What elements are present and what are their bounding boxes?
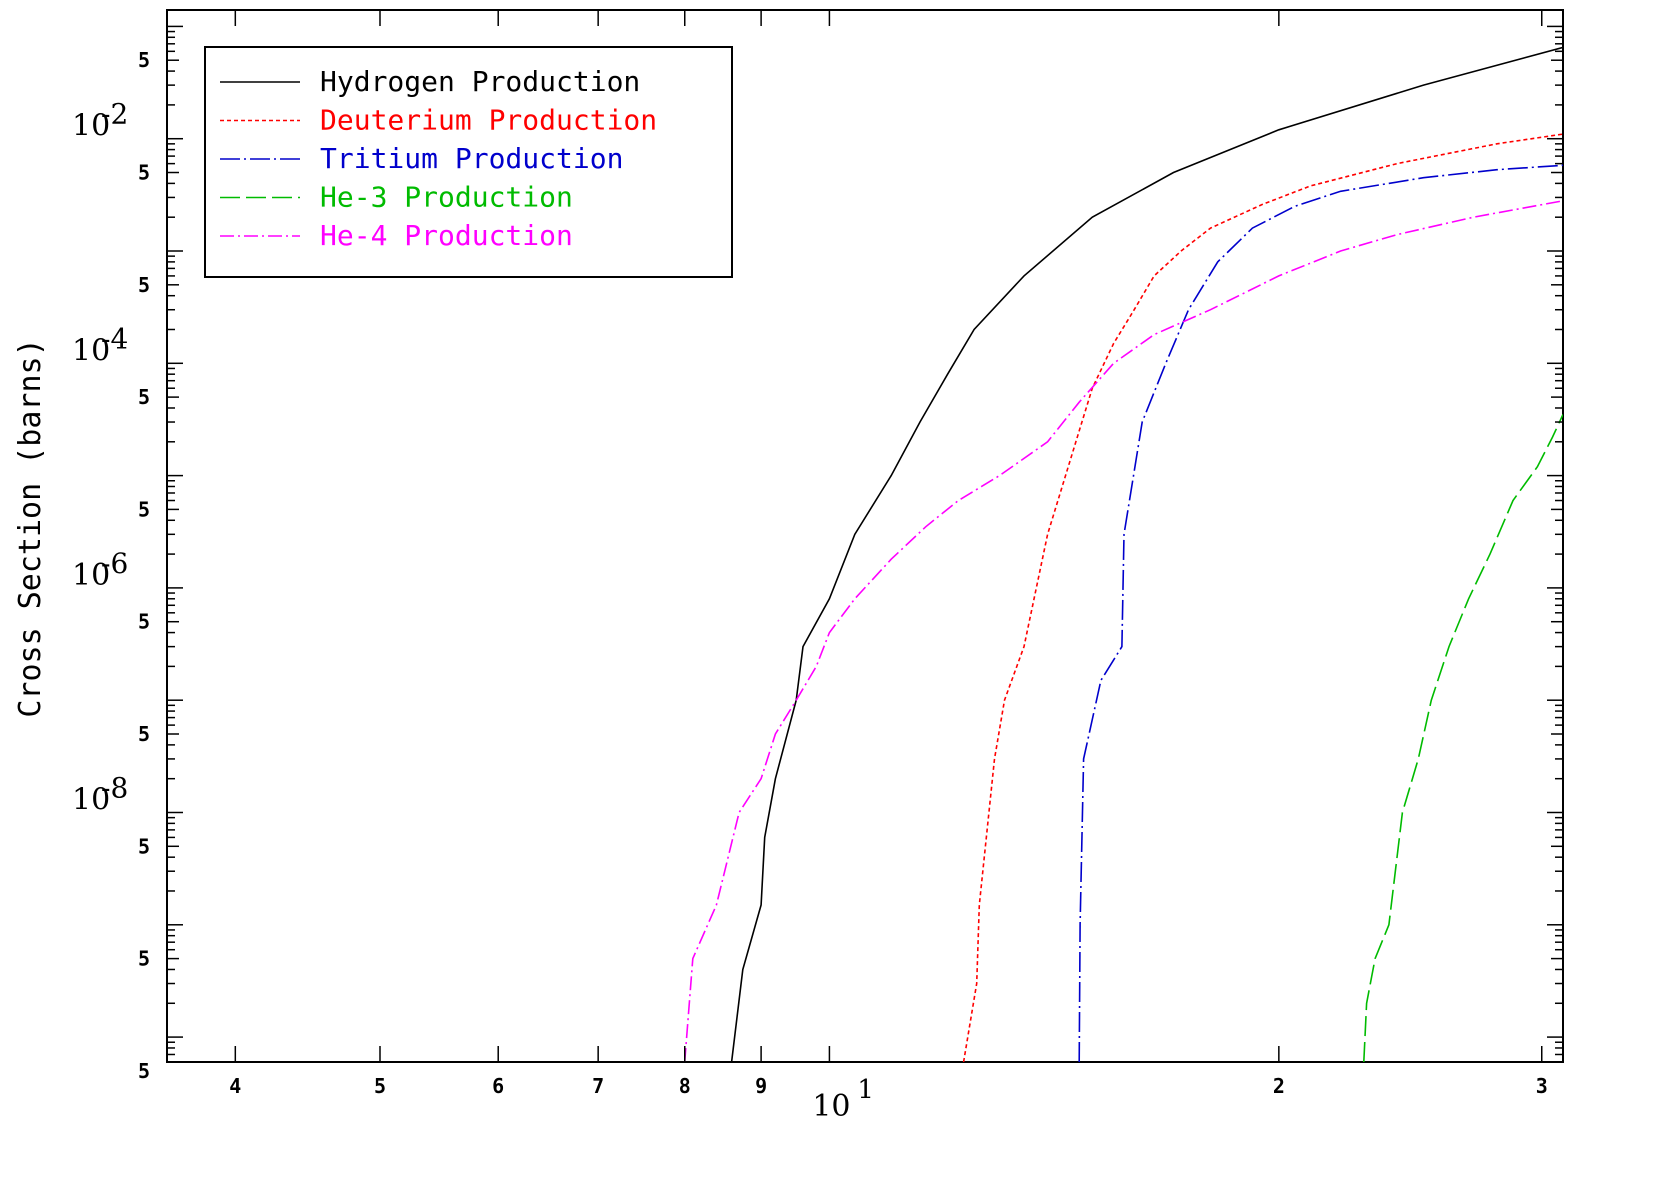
y-minor-tick-label: 5 [138,48,150,72]
x-tick-label: 8 [679,1074,691,1098]
y-minor-tick-label: 5 [138,497,150,521]
x-tick-label: 7 [592,1074,604,1098]
y-minor-tick-label: 5 [138,722,150,746]
y-tick-label-exponent: -6 [101,547,128,580]
y-tick-label-exponent: -4 [101,322,128,355]
y-tick-label-exponent: -8 [101,771,128,804]
x-tick-label-exponent: 1 [857,1075,874,1105]
x-axis-tick-labels: 4 5 6 7 8 9 10 1 2 3 [229,1074,1547,1124]
legend: Hydrogen Production Deuterium Production T… [204,46,733,278]
series-layer [683,46,1563,1062]
x-tick-label: 9 [755,1074,767,1098]
legend-label: Deuterium Production [320,104,657,137]
y-minor-tick-label: 5 [138,1059,150,1083]
x-tick-label: 2 [1273,1074,1285,1098]
y-minor-tick-label: 5 [138,385,150,409]
legend-label: He-3 Production [320,181,573,214]
x-axis-ticks [234,10,1543,1062]
y-tick-label-base: 10 [72,782,110,817]
y-minor-tick-label: 5 [138,161,150,185]
series-line [962,133,1563,1062]
y-axis-ticks [167,25,1563,1063]
series-line [683,200,1563,1062]
x-tick-label: 10 [812,1089,850,1124]
x-tick-label: 5 [374,1074,386,1098]
y-tick-label-exponent: -2 [101,98,128,131]
legend-label: Hydrogen Production [320,65,640,98]
x-tick-label: 4 [229,1074,241,1098]
y-tick-label-base: 10 [72,558,110,593]
series-line [1363,414,1563,1062]
plot-frame [166,9,1564,1063]
series-line [1078,164,1563,1062]
y-minor-tick-label: 5 [138,273,150,297]
legend-box [204,46,733,278]
y-axis-label: Cross Section (barns) [13,338,48,717]
y-minor-tick-label: 5 [138,947,150,971]
series-line [730,46,1563,1062]
plot-area [166,9,1564,1063]
y-minor-tick-label: 5 [138,834,150,858]
x-tick-label: 6 [492,1074,504,1098]
y-tick-label-base: 10 [72,109,110,144]
x-tick-label: 3 [1536,1074,1548,1098]
legend-label: Tritium Production [320,142,623,175]
y-tick-label-base: 10 [72,333,110,368]
y-minor-tick-label: 5 [138,610,150,634]
legend-label: He-4 Production [320,219,573,252]
